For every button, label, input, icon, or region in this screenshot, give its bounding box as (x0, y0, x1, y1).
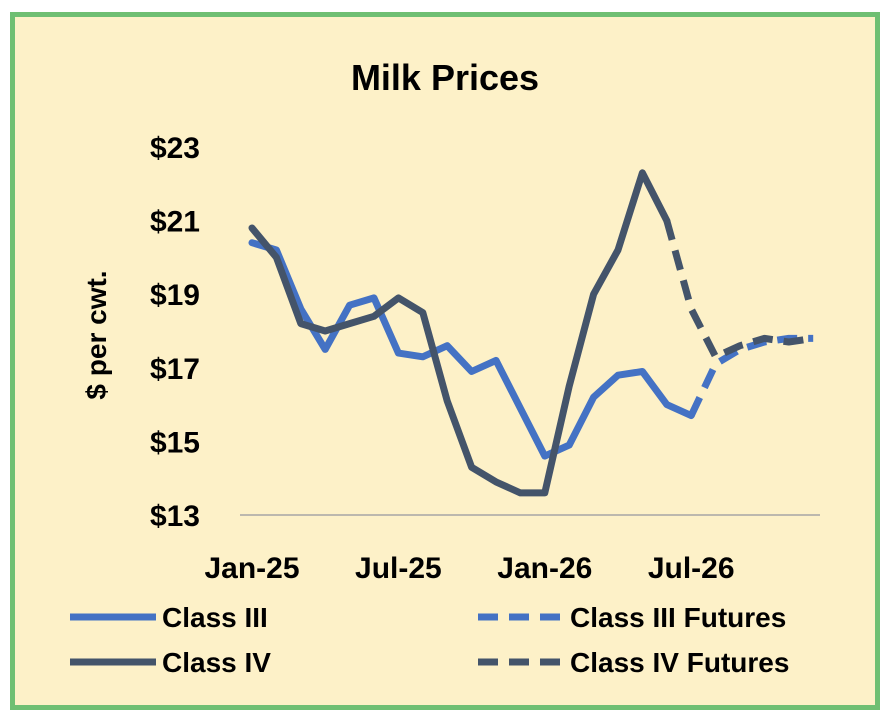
y-tick-label: $17 (150, 353, 200, 386)
y-tick-label: $23 (150, 132, 200, 165)
legend: Class III Class III Futures Class IV Class … (70, 602, 789, 678)
y-axis-label: $ per cwt. (81, 270, 112, 399)
y-tick-label: $15 (150, 426, 200, 459)
series-layer (248, 169, 814, 497)
chart-frame (10, 12, 880, 710)
y-tick-label: $13 (150, 500, 200, 533)
y-tick-label: $19 (150, 279, 200, 312)
legend-label: Class III Futures (570, 602, 786, 633)
legend-label: Class IV Futures (570, 647, 789, 678)
series-line-class-iii (248, 239, 695, 460)
chart-title: Milk Prices (351, 57, 539, 98)
x-tick-label: Jan-25 (204, 552, 299, 585)
x-tick-label: Jan-26 (497, 552, 592, 585)
legend-label: Class III (162, 602, 268, 633)
y-axis-ticks: $13 $15 $17 $19 $21 $23 (150, 132, 200, 533)
x-tick-label: Jul-25 (355, 552, 442, 585)
series-line-class-iv-futures (663, 219, 814, 361)
legend-label: Class IV (162, 647, 271, 678)
x-axis-ticks: Jan-25 Jul-25 Jan-26 Jul-26 (204, 552, 734, 585)
x-tick-label: Jul-26 (648, 552, 735, 585)
y-tick-label: $21 (150, 206, 200, 239)
series-line-class-iv (248, 169, 671, 497)
